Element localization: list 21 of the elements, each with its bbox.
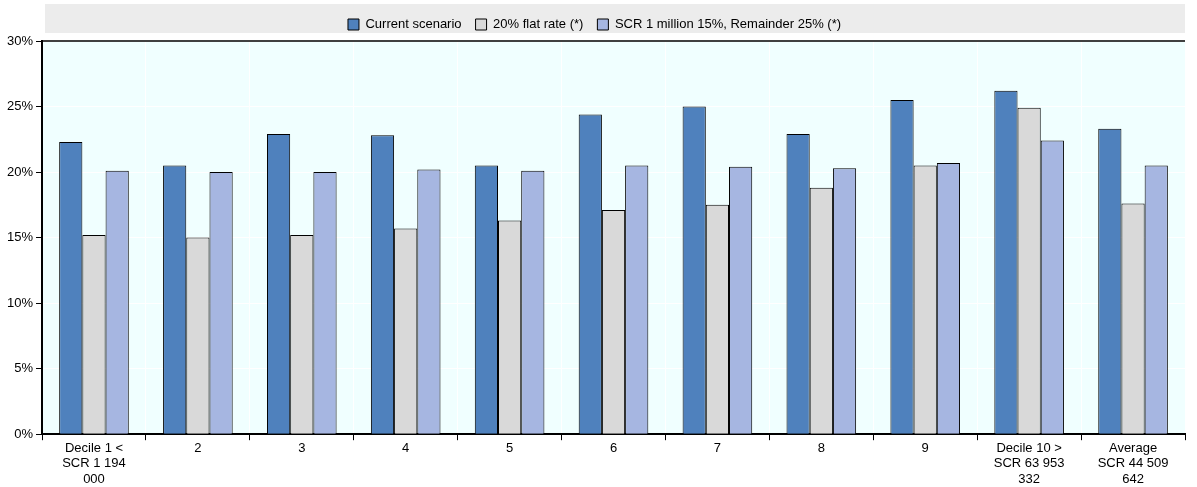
x-tick-label: 9	[921, 439, 929, 455]
legend-label: SCR 1 million 15%, Remainder 25% (*)	[614, 16, 842, 32]
y-tick-label: 5%	[14, 360, 34, 376]
y-tick-label: 15%	[6, 229, 34, 245]
y-tick-label: 0%	[14, 425, 34, 441]
y-tick-label: 30%	[6, 32, 34, 48]
x-tick-label: Decile 10 > SCR 63 953 332	[993, 439, 1065, 486]
y-tick-label: 10%	[6, 294, 34, 310]
y-tick-label: 25%	[6, 98, 34, 114]
x-tick-label: 3	[298, 439, 306, 455]
y-tick-label: 20%	[6, 163, 34, 179]
x-tick-label: 8	[817, 439, 825, 455]
x-tick-label: 5	[505, 439, 514, 455]
legend-label: 20% flat rate (*)	[493, 16, 584, 32]
x-tick-label: Decile 1 < SCR 1 194 000	[62, 439, 126, 486]
x-tick-label: 6	[609, 439, 618, 455]
x-tick-label: 7	[713, 439, 722, 455]
x-tick-label: Average SCR 44 509 642	[1097, 439, 1169, 486]
legend-label: Current scenario	[365, 16, 462, 32]
x-tick-label: 4	[402, 439, 410, 455]
x-tick-label: 2	[194, 439, 202, 455]
